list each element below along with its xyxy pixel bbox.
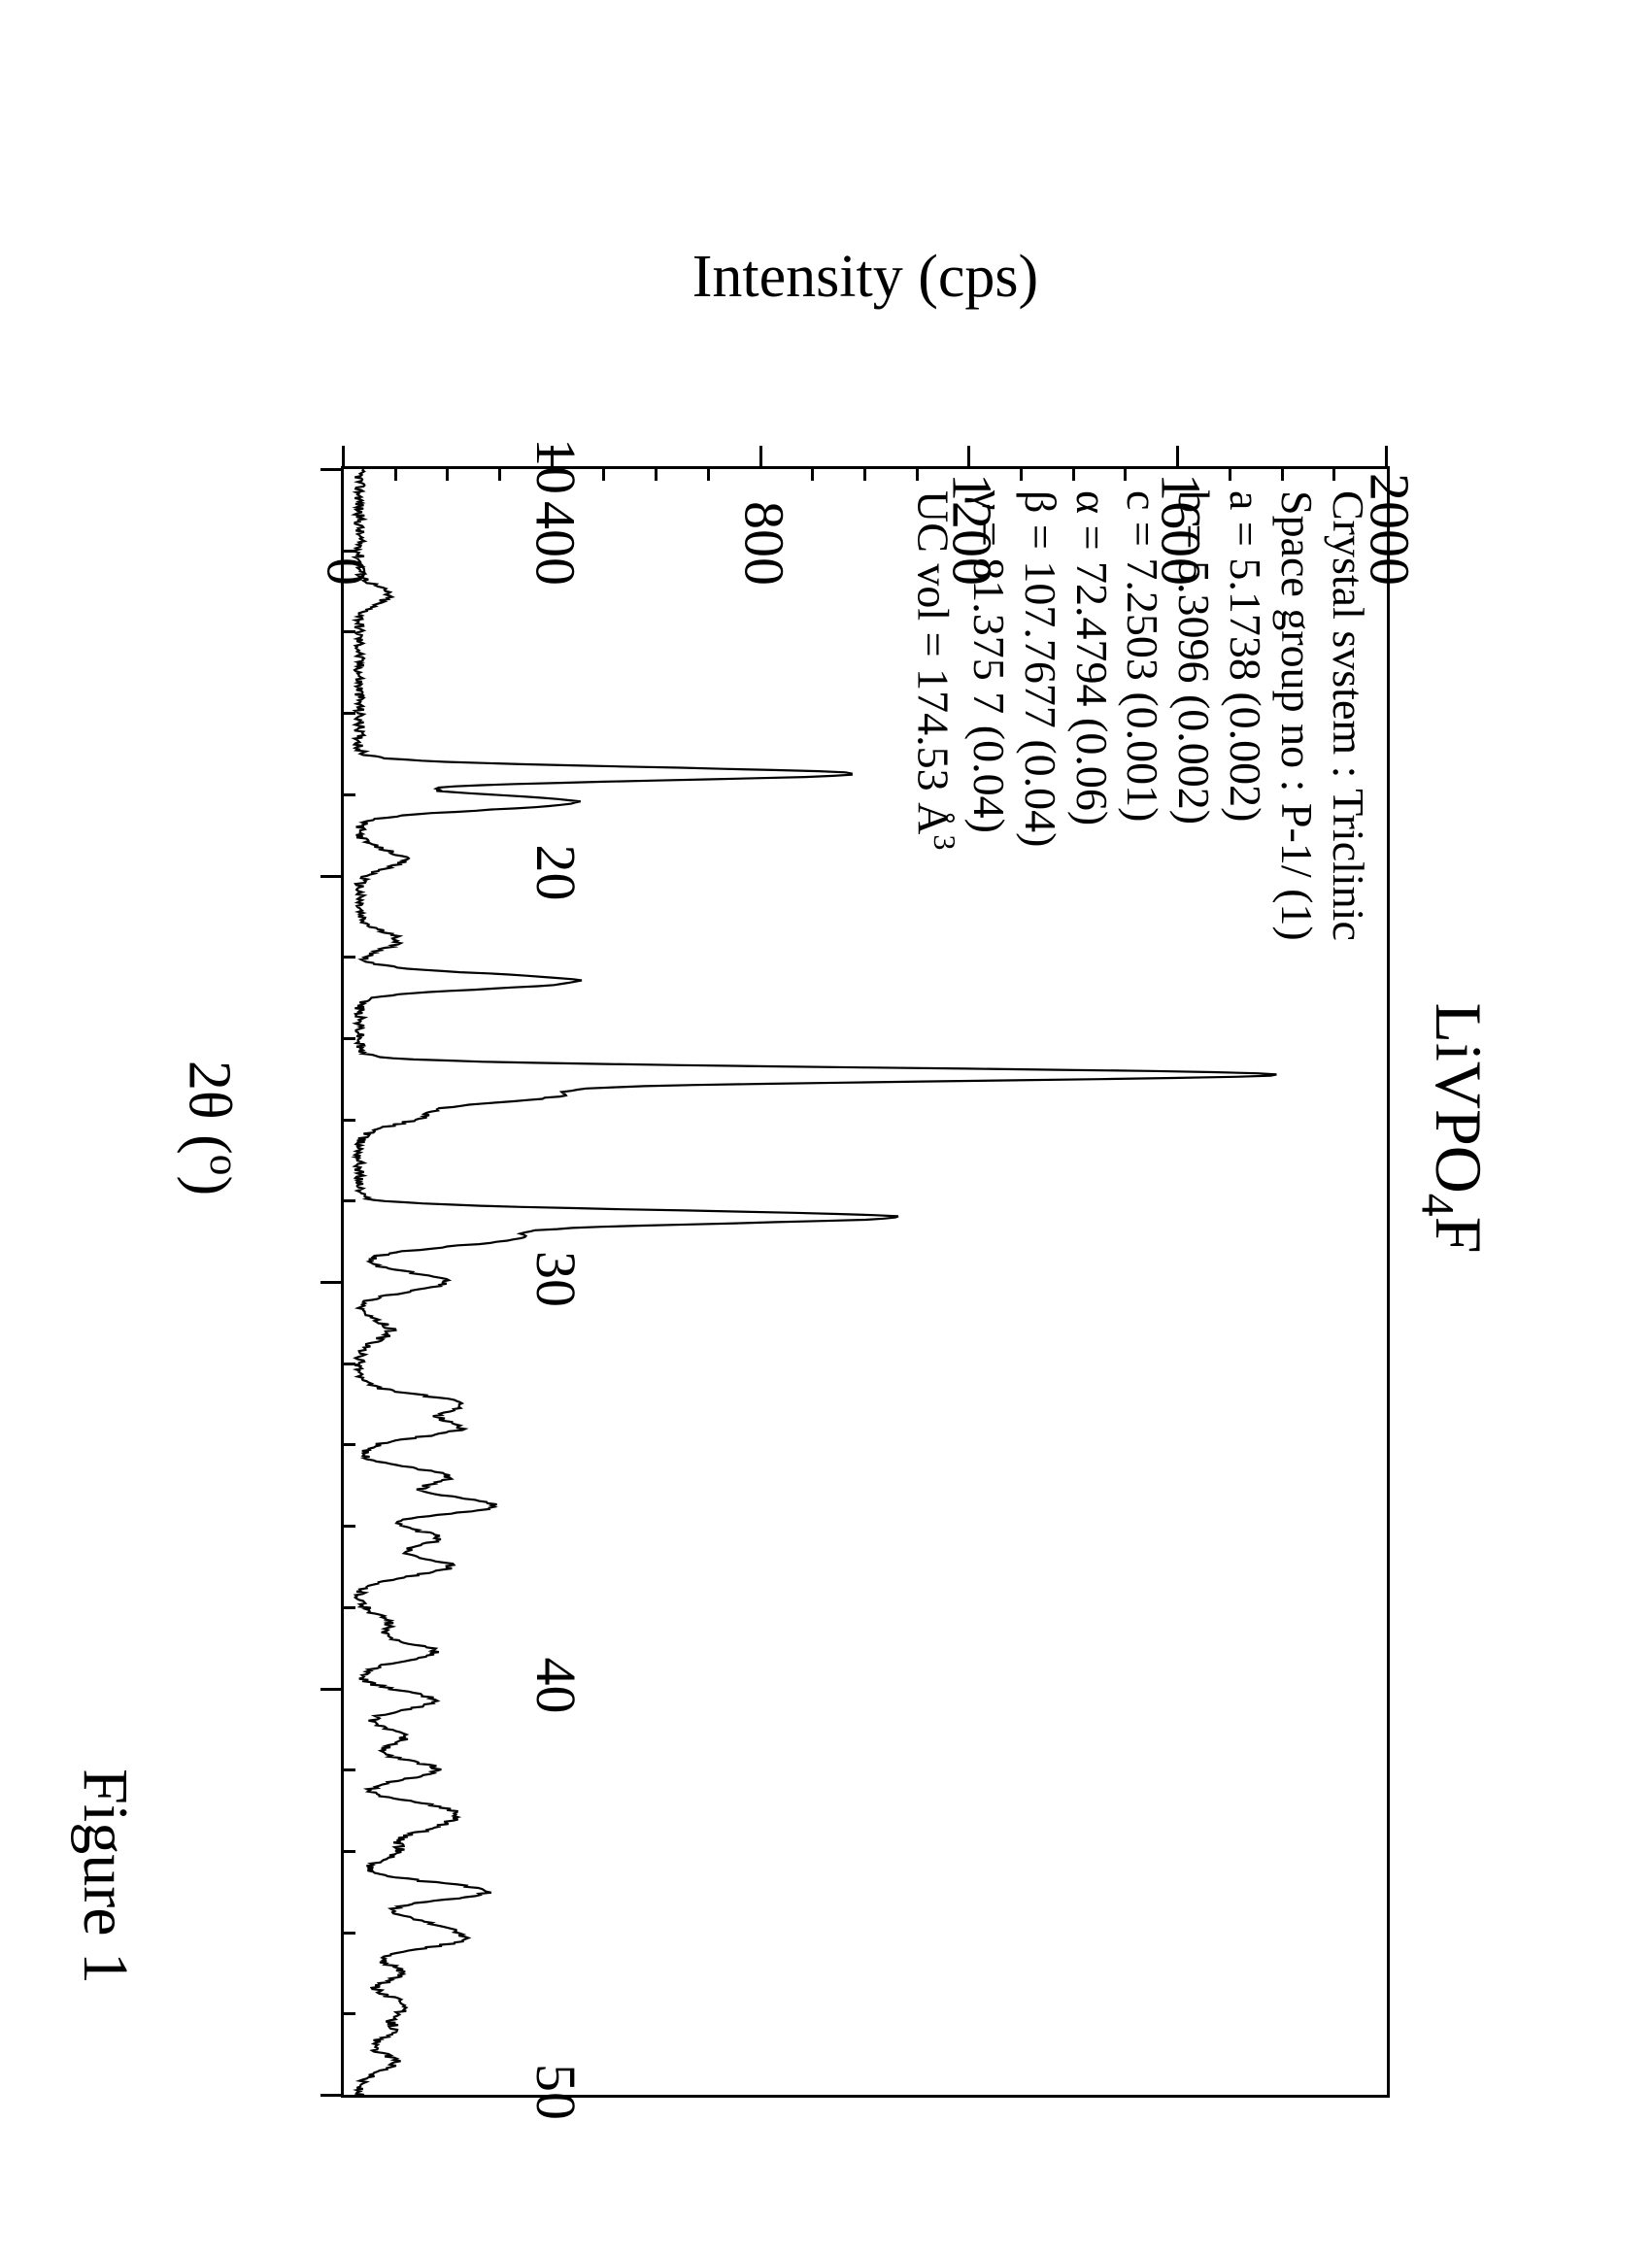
y-tick [1385, 446, 1388, 469]
y-tick [759, 446, 762, 469]
y-tick-label: 800 [731, 501, 796, 586]
x-minor-tick [344, 2012, 355, 2015]
y-minor-tick [916, 469, 919, 481]
y-minor-tick [655, 469, 657, 481]
y-minor-tick [498, 469, 501, 481]
param-alpha: α = 72.4794 (0.06) [1065, 490, 1117, 941]
x-tick-label: 50 [523, 2064, 589, 2120]
y-minor-tick [1072, 469, 1075, 481]
param-space-group: Space group no : P-1/ (1) [1270, 490, 1322, 941]
x-minor-tick [344, 630, 355, 633]
x-tick [320, 875, 344, 878]
x-minor-tick [344, 1525, 355, 1528]
y-minor-tick [1229, 469, 1231, 481]
y-minor-tick [863, 469, 866, 481]
y-tick-label: 1200 [940, 473, 1005, 586]
page: LiVPO4F Intensity (cps) Crystal svstem :… [0, 0, 1652, 2256]
y-minor-tick [811, 469, 814, 481]
x-axis-title: 2θ (o) [174, 0, 249, 2256]
y-minor-tick [394, 469, 397, 481]
x-tick [320, 1688, 344, 1691]
x-tick [320, 1281, 344, 1284]
param-a: a = 5.1738 (0.002) [1219, 490, 1270, 941]
y-tick [1176, 446, 1179, 469]
y-minor-tick [1281, 469, 1284, 481]
x-minor-tick [344, 1199, 355, 1202]
y-minor-tick [1332, 469, 1335, 481]
x-minor-tick [344, 1037, 355, 1040]
x-minor-tick [344, 1850, 355, 1853]
y-minor-tick [707, 469, 710, 481]
x-minor-tick [344, 1606, 355, 1609]
plot-area: Crystal svstem : Triclinic Space group n… [341, 466, 1390, 2098]
x-minor-tick [344, 712, 355, 715]
figure-label: Figure 1 [68, 1768, 142, 1984]
x-tick-label: 40 [523, 1658, 589, 1714]
y-tick [342, 446, 345, 469]
y-tick [967, 446, 970, 469]
y-tick-label: 1600 [1149, 473, 1214, 586]
x-minor-tick [344, 956, 355, 959]
x-tick [320, 468, 344, 471]
y-tick-label: 400 [523, 501, 588, 586]
figure-container: LiVPO4F Intensity (cps) Crystal svstem :… [0, 0, 1652, 2256]
y-axis-title: Intensity (cps) [692, 243, 1038, 312]
x-minor-tick [344, 1119, 355, 1122]
y-minor-tick [603, 469, 606, 481]
x-tick-label: 10 [523, 438, 589, 494]
param-beta: β = 107.7677 (0.04) [1014, 490, 1065, 941]
y-minor-tick [1020, 469, 1023, 481]
y-minor-tick [1125, 469, 1128, 481]
x-tick-label: 20 [523, 845, 589, 901]
x-minor-tick [344, 793, 355, 796]
chart-title: LiVPO4F [1410, 0, 1497, 2256]
x-minor-tick [344, 1443, 355, 1446]
y-tick-label: 0 [315, 557, 380, 586]
x-minor-tick [344, 1363, 355, 1365]
x-minor-tick [344, 550, 355, 553]
x-minor-tick [344, 1768, 355, 1771]
y-tick-label: 2000 [1358, 473, 1423, 586]
x-minor-tick [344, 1932, 355, 1935]
y-minor-tick [446, 469, 449, 481]
x-tick [320, 2094, 344, 2097]
x-tick-label: 30 [523, 1251, 589, 1307]
